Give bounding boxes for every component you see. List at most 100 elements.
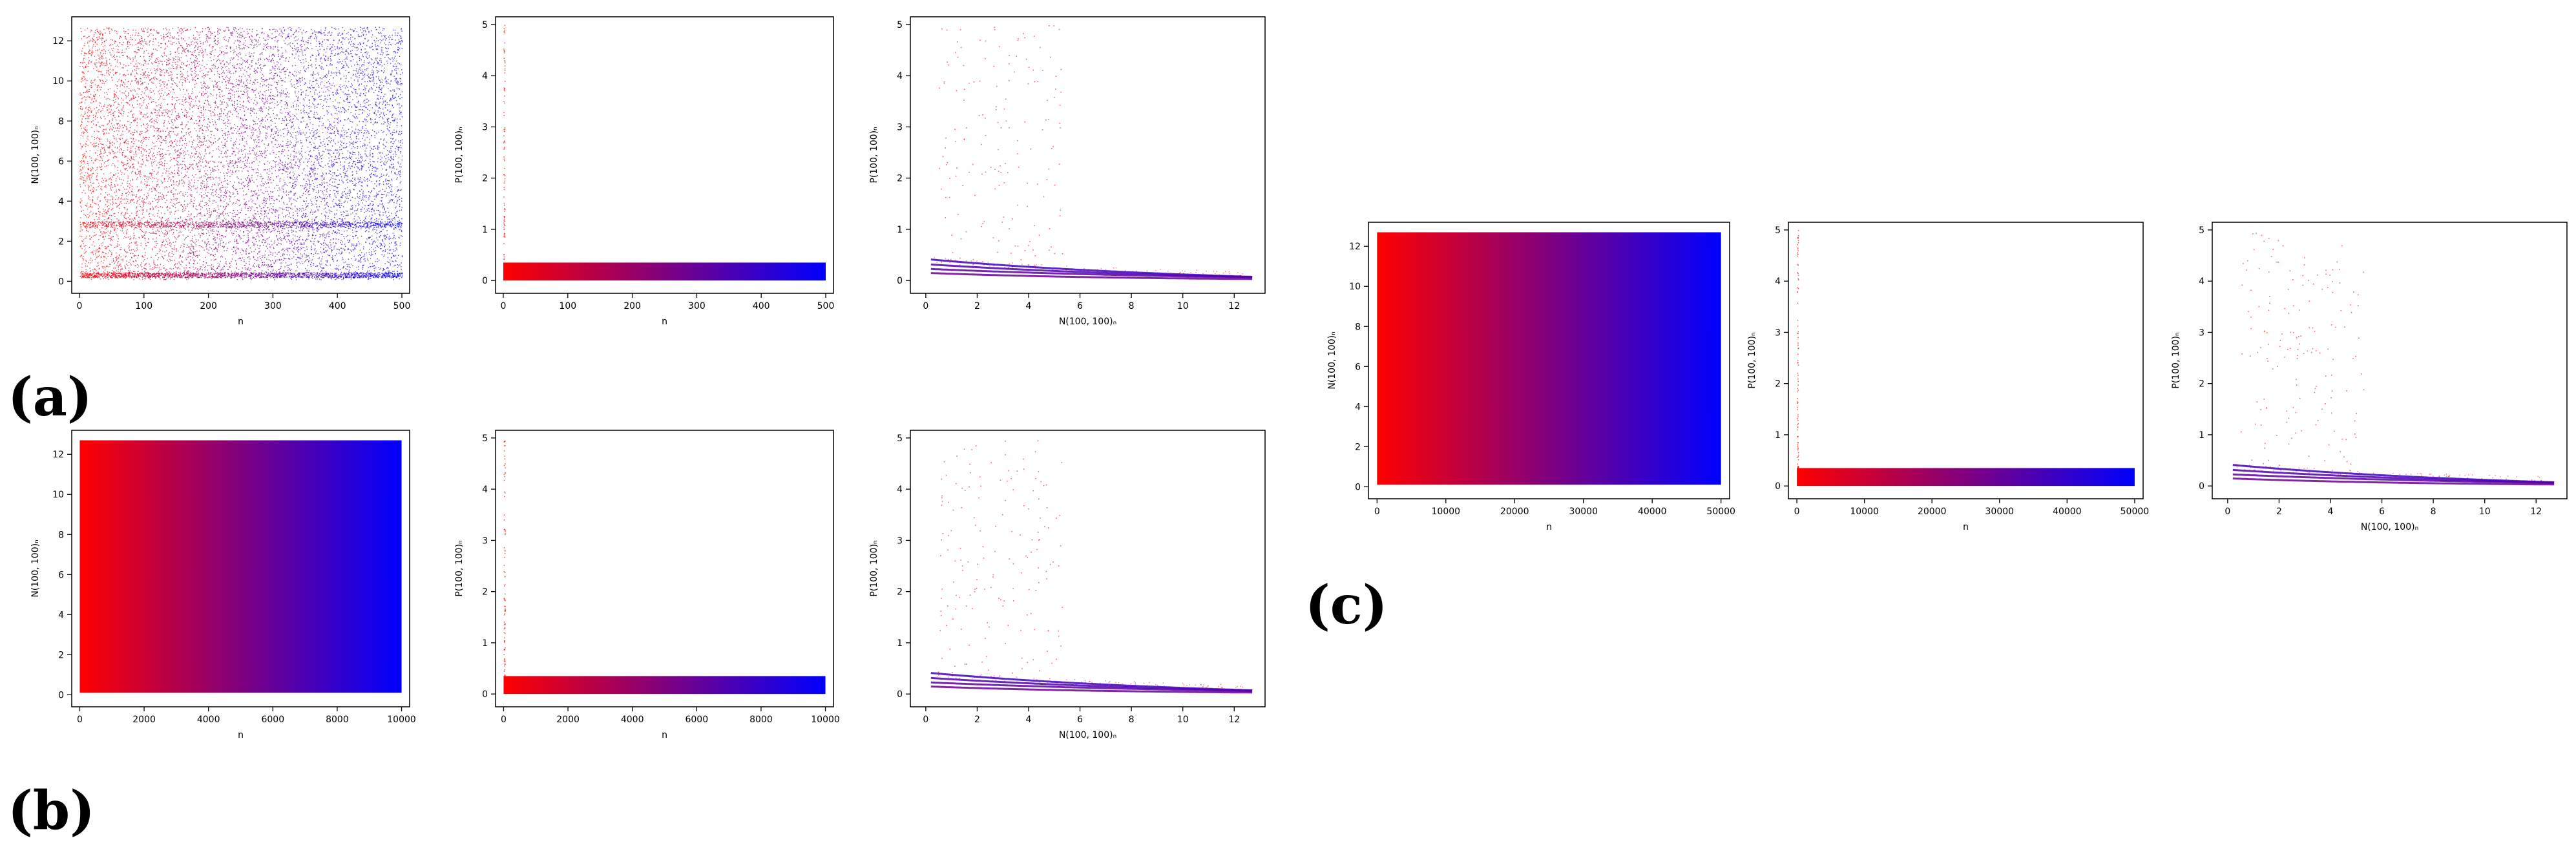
scatter-point [191, 91, 193, 92]
scatter-point [180, 223, 182, 224]
scatter-point [187, 272, 189, 273]
scatter-point [134, 171, 136, 173]
scatter-point [185, 264, 187, 266]
scatter-point [146, 50, 147, 51]
scatter-point [146, 198, 147, 200]
scatter-point [126, 232, 127, 233]
scatter-point [191, 277, 193, 278]
scatter-point [132, 158, 134, 160]
scatter-point [183, 158, 185, 159]
scatter-point [143, 222, 145, 224]
scatter-point [143, 72, 145, 74]
scatter-point [99, 201, 101, 202]
scatter-point [201, 195, 202, 196]
scatter-point [103, 83, 105, 84]
scatter-point [170, 180, 171, 182]
scatter-point [161, 136, 162, 138]
scatter-point [162, 140, 163, 141]
scatter-point [191, 54, 193, 56]
scatter-point [202, 229, 203, 231]
scatter-point [163, 94, 164, 96]
scatter-point [189, 224, 191, 225]
scatter-point [118, 273, 120, 275]
scatter-point [158, 32, 160, 34]
scatter-point [185, 65, 187, 67]
scatter-point [162, 63, 163, 65]
scatter-point [147, 96, 149, 97]
scatter-point [185, 218, 187, 220]
scatter-point [169, 59, 170, 61]
scatter-point [158, 275, 160, 277]
scatter-point [141, 83, 143, 85]
scatter-point [95, 115, 96, 116]
scatter-point [167, 205, 169, 207]
scatter-point [129, 253, 131, 254]
scatter-point [109, 129, 110, 131]
scatter-point [187, 44, 189, 45]
scatter-point [131, 272, 132, 273]
scatter-point [139, 174, 140, 176]
scatter-point [92, 120, 94, 121]
scatter-point [173, 128, 174, 129]
scatter-point [152, 48, 154, 50]
scatter-point [95, 94, 96, 96]
scatter-point [194, 50, 196, 51]
scatter-point [141, 225, 142, 227]
scatter-point [83, 45, 85, 47]
scatter-point [162, 256, 163, 258]
scatter-point [194, 273, 196, 275]
scatter-point [127, 160, 129, 162]
scatter-point [163, 278, 165, 280]
scatter-point [158, 167, 160, 169]
scatter-point [99, 32, 101, 34]
scatter-point [100, 169, 101, 171]
scatter-point [167, 225, 169, 227]
scatter-point [90, 112, 92, 113]
scatter-point [143, 273, 145, 275]
scatter-point [174, 207, 176, 209]
scatter-point [114, 152, 116, 154]
scatter-point [154, 159, 156, 160]
scatter-point [83, 243, 84, 244]
scatter-point [199, 269, 200, 271]
scatter-point [113, 174, 114, 176]
scatter-point [86, 275, 87, 277]
scatter-point [118, 104, 120, 105]
scatter-point [193, 262, 194, 264]
scatter-point [173, 203, 174, 204]
scatter-point [83, 58, 85, 59]
scatter-point [138, 149, 140, 151]
scatter-point [103, 129, 105, 131]
scatter-point [98, 138, 99, 139]
scatter-point [160, 43, 162, 45]
scatter-point [181, 147, 182, 149]
scatter-point [87, 277, 89, 278]
scatter-point [151, 173, 152, 174]
scatter-point [101, 58, 103, 59]
scatter-point [160, 136, 162, 138]
scatter-point [191, 194, 193, 196]
scatter-point [189, 105, 191, 107]
scatter-point [97, 136, 98, 138]
scatter-point [90, 174, 92, 176]
scatter-point [125, 222, 127, 224]
scatter-point [202, 276, 204, 277]
scatter-point [174, 204, 176, 205]
scatter-point [94, 202, 96, 204]
scatter-point [143, 271, 145, 273]
scatter-point [109, 214, 110, 216]
scatter-point [105, 204, 107, 205]
scatter-point [125, 168, 127, 169]
scatter-point [111, 225, 112, 227]
scatter-point [196, 144, 198, 145]
scatter-point [81, 50, 83, 52]
scatter-point [168, 260, 169, 262]
scatter-point [178, 53, 180, 54]
scatter-point [114, 101, 116, 103]
scatter-point [118, 238, 120, 240]
scatter-point [125, 167, 127, 169]
scatter-point [95, 253, 96, 255]
scatter-point [105, 63, 107, 65]
scatter-point [191, 107, 193, 109]
scatter-point [136, 211, 138, 213]
